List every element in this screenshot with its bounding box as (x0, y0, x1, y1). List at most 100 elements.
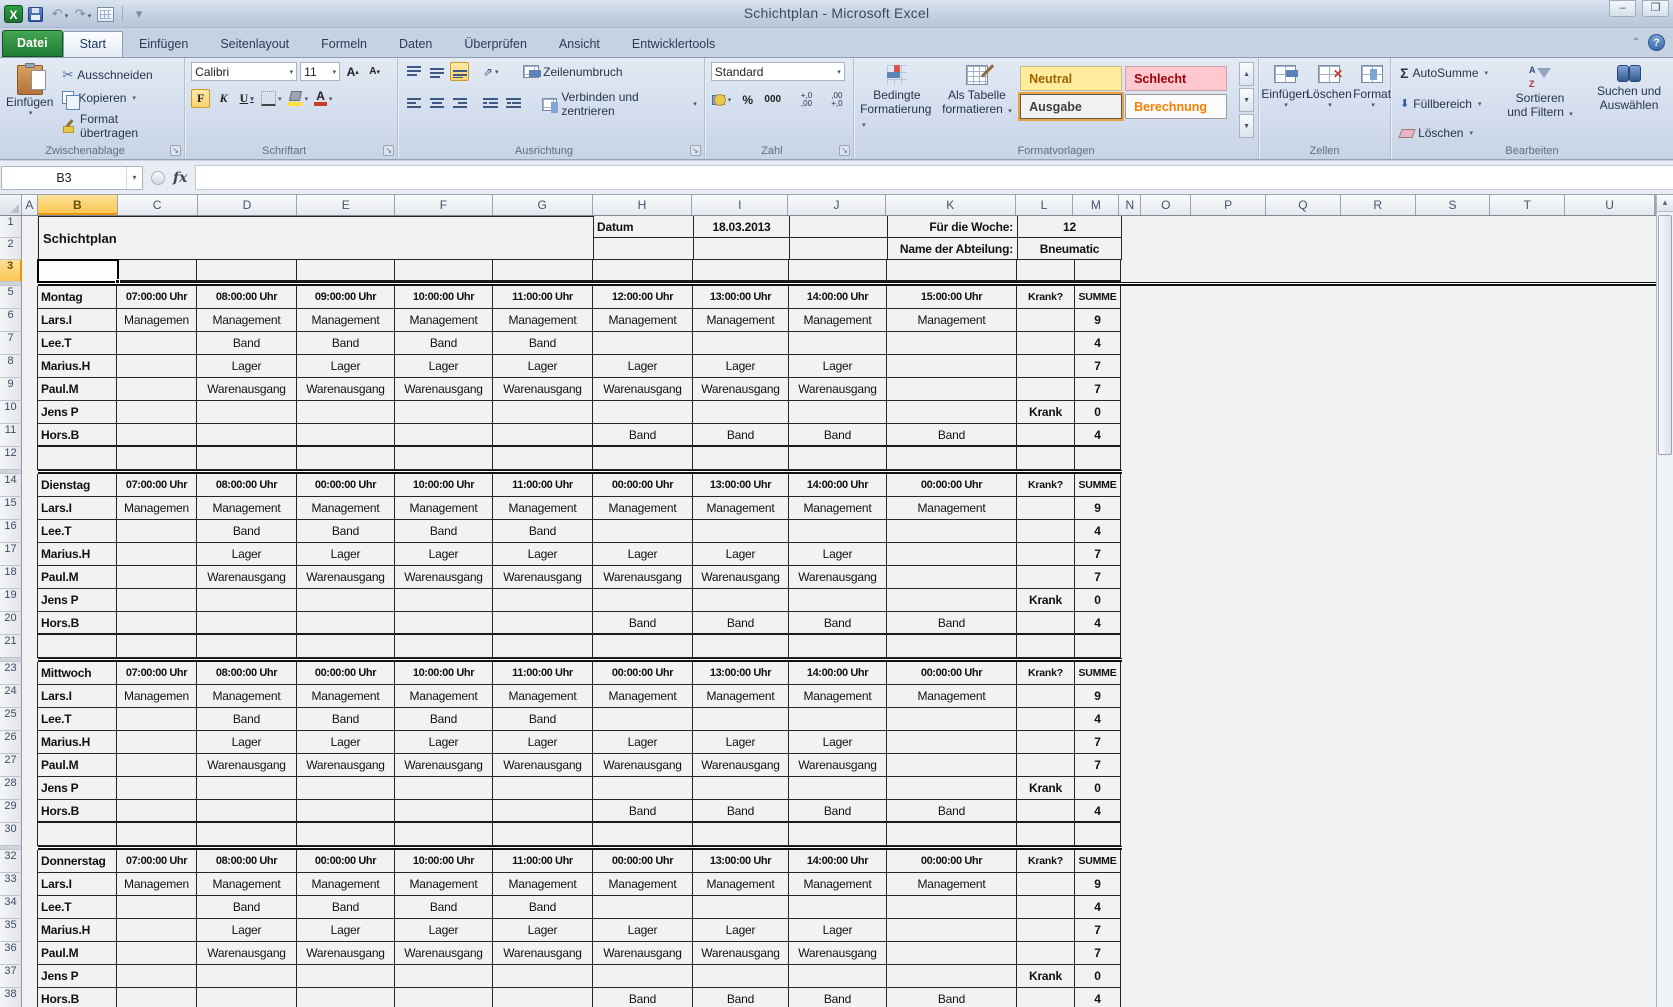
cell-D35[interactable]: Lager (197, 919, 297, 942)
cell-A12[interactable] (22, 447, 38, 470)
cell-H36[interactable]: Warenausgang (593, 942, 693, 965)
cell-M29[interactable]: 4 (1075, 800, 1121, 823)
cell-F16[interactable]: Band (395, 520, 493, 543)
cell-I8[interactable]: Lager (693, 355, 789, 378)
cell-C9[interactable] (117, 378, 197, 401)
cell-A3[interactable] (22, 260, 38, 282)
cell-D24[interactable]: Management (197, 685, 297, 708)
cell-F11[interactable] (395, 424, 493, 447)
cell-D34[interactable]: Band (197, 896, 297, 919)
cell-L18[interactable] (1017, 566, 1075, 589)
cell-I28[interactable] (693, 777, 789, 800)
cell-G30[interactable] (493, 823, 593, 846)
cell-J1[interactable] (790, 216, 888, 238)
cell-I1[interactable]: 18.03.2013 (694, 216, 790, 238)
cell-B18[interactable]: Paul.M (37, 566, 117, 589)
row-header-15[interactable]: 15 (0, 497, 22, 520)
cell-B14[interactable]: Dienstag (37, 474, 117, 497)
cell-K6[interactable]: Management (887, 309, 1017, 332)
formula-input[interactable] (195, 165, 1673, 190)
cell-K23[interactable]: 00:00:00 Uhr (887, 662, 1017, 685)
cell-I20[interactable]: Band (693, 612, 789, 635)
cell-G34[interactable]: Band (493, 896, 593, 919)
cell-C8[interactable] (117, 355, 197, 378)
cell-C16[interactable] (117, 520, 197, 543)
cell-I33[interactable]: Management (693, 873, 789, 896)
cell-J26[interactable]: Lager (789, 731, 887, 754)
find-select-button[interactable]: Suchen und Auswählen (1589, 62, 1669, 141)
cell-B28[interactable]: Jens P (37, 777, 117, 800)
cell-E35[interactable]: Lager (297, 919, 395, 942)
cell-F35[interactable]: Lager (395, 919, 493, 942)
cell-A4[interactable] (22, 282, 38, 286)
cell-A16[interactable] (22, 520, 38, 543)
cell-I16[interactable] (693, 520, 789, 543)
cell-K3[interactable] (887, 260, 1017, 282)
cell-E6[interactable]: Management (297, 309, 395, 332)
cell-J27[interactable]: Warenausgang (789, 754, 887, 777)
tab-start[interactable]: Start (62, 31, 123, 57)
cell-H19[interactable] (593, 589, 693, 612)
cell-H14[interactable]: 00:00:00 Uhr (593, 474, 693, 497)
row-header-12[interactable]: 12 (0, 447, 22, 470)
cell-H23[interactable]: 00:00:00 Uhr (593, 662, 693, 685)
cell-L33[interactable] (1017, 873, 1075, 896)
cell-D6[interactable]: Management (197, 309, 297, 332)
cell-I2[interactable] (694, 238, 790, 260)
cell-G12[interactable] (493, 447, 593, 470)
cell-A13[interactable] (22, 470, 38, 474)
cell-J20[interactable]: Band (789, 612, 887, 635)
cell-E25[interactable]: Band (297, 708, 395, 731)
cell-H35[interactable]: Lager (593, 919, 693, 942)
cell-H1[interactable]: Datum (594, 216, 694, 238)
cell-A20[interactable] (22, 612, 38, 635)
cell-L23[interactable]: Krank? (1017, 662, 1075, 685)
row-header-10[interactable]: 10 (0, 401, 22, 424)
cell-L2[interactable]: Bneumatic (1018, 238, 1122, 260)
cell-G33[interactable]: Management (493, 873, 593, 896)
cell-K34[interactable] (887, 896, 1017, 919)
row-header-3[interactable]: 3 (0, 260, 22, 282)
cell-M12[interactable] (1075, 447, 1121, 470)
cell-D18[interactable]: Warenausgang (197, 566, 297, 589)
cell-C11[interactable] (117, 424, 197, 447)
cell-M9[interactable]: 7 (1075, 378, 1121, 401)
cell-E7[interactable]: Band (297, 332, 395, 355)
cell-K25[interactable] (887, 708, 1017, 731)
row-header-30[interactable]: 30 (0, 823, 22, 846)
undo-button[interactable]: ↶ ▾ (51, 6, 69, 21)
column-header-A[interactable]: A (22, 195, 38, 215)
cell-A9[interactable] (22, 378, 38, 401)
alignment-dialog-launcher[interactable]: ↘ (689, 145, 701, 156)
cell-L11[interactable] (1017, 424, 1075, 447)
cell-B36[interactable]: Paul.M (37, 942, 117, 965)
cell-F12[interactable] (395, 447, 493, 470)
cell-B26[interactable]: Marius.H (37, 731, 117, 754)
cell-L14[interactable]: Krank? (1017, 474, 1075, 497)
tab-seitenlayout[interactable]: Seitenlayout (220, 37, 290, 51)
cell-C18[interactable] (117, 566, 197, 589)
cell-A11[interactable] (22, 424, 38, 447)
align-top-button[interactable] (404, 62, 423, 81)
cell-K14[interactable]: 00:00:00 Uhr (887, 474, 1017, 497)
orientation-button[interactable]: ⇗ ▾ (481, 62, 500, 81)
cell-F5[interactable]: 10:00:00 Uhr (395, 286, 493, 309)
column-header-O[interactable]: O (1141, 195, 1192, 215)
cell-D15[interactable]: Management (197, 497, 297, 520)
cell-B11[interactable]: Hors.B (37, 424, 117, 447)
cell-E12[interactable] (297, 447, 395, 470)
cell-G20[interactable] (493, 612, 593, 635)
cut-button[interactable]: ✂ Ausschneiden (59, 66, 180, 84)
cell-M3[interactable] (1075, 260, 1121, 282)
column-header-T[interactable]: T (1490, 195, 1566, 215)
cell-A29[interactable] (22, 800, 38, 823)
cell-E30[interactable] (297, 823, 395, 846)
column-header-L[interactable]: L (1016, 195, 1074, 215)
align-center-button[interactable] (427, 95, 446, 114)
cell-K26[interactable] (887, 731, 1017, 754)
cell-L30[interactable] (1017, 823, 1075, 846)
cell-I17[interactable]: Lager (693, 543, 789, 566)
cell-H5[interactable]: 12:00:00 Uhr (593, 286, 693, 309)
cell-L7[interactable] (1017, 332, 1075, 355)
row-header-18[interactable]: 18 (0, 566, 22, 589)
